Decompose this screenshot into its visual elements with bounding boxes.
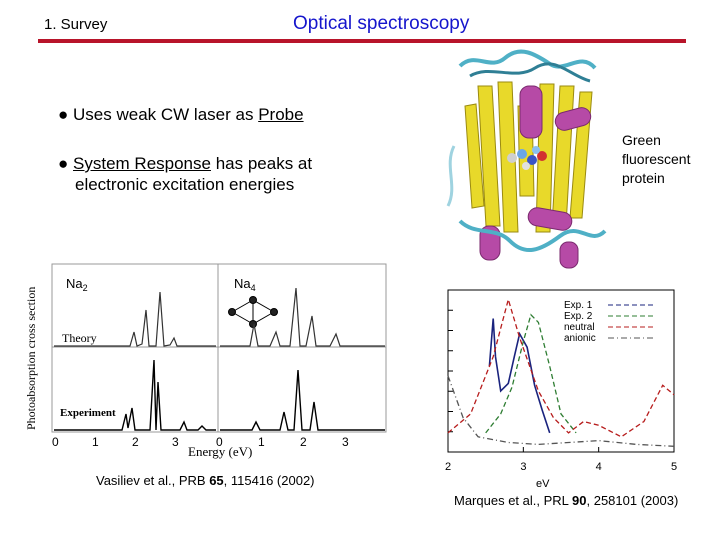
na4-structure-icon [228,296,278,328]
plot-frame [447,289,675,453]
section-label: 1. Survey [44,16,108,33]
tick-label: 0 [52,435,59,449]
citation-marques: Marques et al., PRL 90, 258101 (2003) [454,493,679,508]
tick-label: 1 [258,435,265,449]
bullet-dot-icon: ● [58,154,69,173]
series-line-neutral [447,297,675,438]
bullet-dot-icon: ● [58,105,69,124]
gfp-label: Green fluorescent protein [622,132,691,186]
x-tick-label: 4 [596,461,602,473]
panel-label-na2: Na2 [66,276,88,293]
bullet-text: Uses weak CW laser as [73,105,259,124]
legend-entry: anionic [564,333,596,344]
series-line-exp-1 [488,318,551,434]
x-axis-label: eV [536,478,550,488]
title-divider [38,39,686,43]
y-axis-label: Photoabsorption cross section [24,286,38,430]
series-line-anionic [447,375,675,447]
x-axis-label: Energy (eV) [188,444,252,459]
legend-entry: neutral [564,322,595,333]
x-tick-label: 5 [671,461,677,473]
series-line-exp-2 [485,313,577,434]
bullet-text-line2: electronic excitation energies [75,175,295,194]
x-tick-label: 2 [445,461,451,473]
system-response-link[interactable]: System Response [73,154,211,173]
citation-vasiliev: Vasiliev et al., PRB 65, 115416 (2002) [96,473,315,488]
experiment-curve-na2 [54,359,216,431]
x-tick-label: 3 [520,461,526,473]
bullet-probe: ● Uses weak CW laser as Probe [58,104,304,125]
cluster-absorption-chart: Na2 Na4 Theory Experiment 0 1 2 3 0 1 2 … [51,263,387,459]
probe-link[interactable]: Probe [258,105,304,124]
tick-label: 2 [132,435,139,449]
bullet-text: has peaks at [210,154,313,173]
experiment-label: Experiment [60,407,116,419]
theory-label: Theory [62,331,97,345]
chart-frame [51,263,387,433]
gfp-structure-image [446,49,607,269]
tick-label: 2 [300,435,307,449]
x-ticks-na4: 0 1 2 3 [216,435,349,449]
bullet-system-response: ● System Response has peaks at electroni… [58,153,312,195]
panel-label-na4: Na4 [234,276,256,293]
experiment-curve-na4 [220,369,385,431]
legend-entry: Exp. 1 [564,300,593,311]
legend-entry: Exp. 2 [564,311,593,322]
tick-label: 0 [216,435,223,449]
theory-curve-na2 [54,291,216,347]
theory-curve-na4 [220,287,385,347]
page-title: Optical spectroscopy [293,13,470,34]
tick-label: 3 [342,435,349,449]
tick-label: 3 [172,435,179,449]
x-ticks-na2: 0 1 2 3 [52,435,179,449]
tick-label: 1 [92,435,99,449]
